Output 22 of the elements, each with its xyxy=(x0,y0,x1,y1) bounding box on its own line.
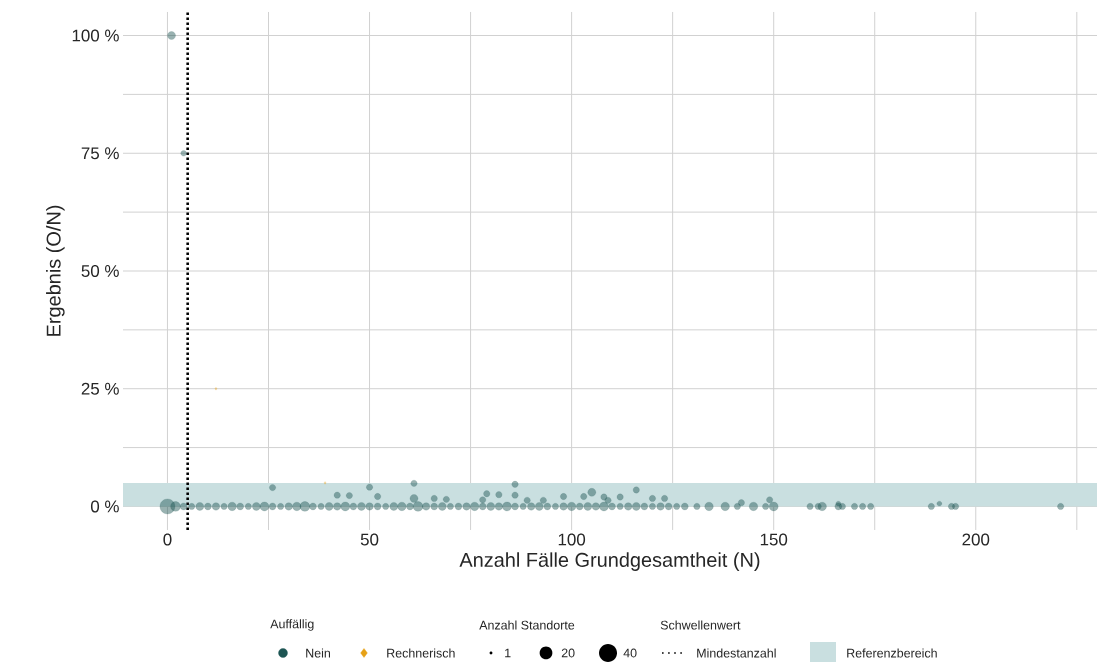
x-tick-label: 100 xyxy=(558,533,586,546)
legend-label: Mindestanzahl xyxy=(697,648,776,658)
text: Schwellenwert xyxy=(660,620,741,630)
y-axis-title: Ergebnis (O/N) xyxy=(46,205,65,336)
y-tick-label: 0 % xyxy=(90,500,119,513)
y-tick-label: 25 % xyxy=(81,382,119,395)
legend-label: 1 xyxy=(505,648,511,658)
y-tick-label: 100 % xyxy=(72,29,119,42)
x-tick-label: 0 xyxy=(163,533,172,546)
legend-label: Rechnerisch xyxy=(387,648,455,658)
text: Anzahl Standorte xyxy=(479,620,575,630)
x-axis-title: Anzahl Fälle Grundgesamtheit (N) xyxy=(459,552,760,571)
y-tick-label: 50 % xyxy=(81,264,119,277)
x-tick-label: 200 xyxy=(962,533,990,546)
legend-label: Nein xyxy=(306,648,330,658)
x-tick-label: 50 xyxy=(360,533,379,546)
x-tick-label: 150 xyxy=(760,533,788,546)
legend-label: 40 xyxy=(623,648,637,658)
y-tick-label: 75 % xyxy=(81,147,119,160)
legend-label: Referenzbereich xyxy=(847,648,937,658)
text: Auffällig xyxy=(270,619,314,631)
legend-label: 20 xyxy=(561,648,575,658)
